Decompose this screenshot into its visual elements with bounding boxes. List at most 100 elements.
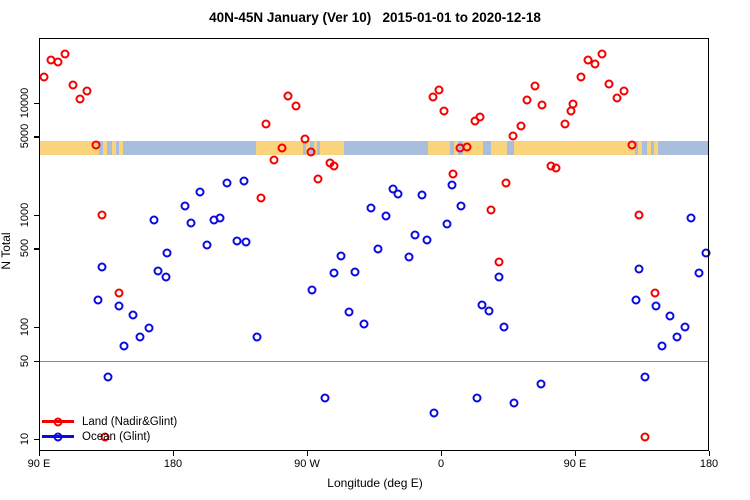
y-tick-label: 100 — [19, 317, 31, 336]
data-point-ocean — [536, 379, 546, 389]
data-point-land — [97, 210, 107, 220]
data-point-ocean — [447, 180, 457, 190]
data-point-land — [612, 93, 622, 103]
data-point-ocean — [128, 310, 138, 320]
data-point-ocean — [694, 268, 704, 278]
ocean-band-segment — [317, 140, 321, 155]
y-tick-label: 10000 — [19, 87, 31, 118]
data-point-land — [277, 143, 287, 153]
ocean-band-segment — [302, 140, 307, 155]
land-band-segment — [513, 140, 635, 155]
land-band-segment — [638, 140, 642, 155]
legend-item-land: Land (Nadir&Glint) — [42, 414, 177, 429]
data-point-land — [462, 142, 472, 152]
data-point-ocean — [373, 244, 383, 254]
data-point-land — [486, 205, 496, 215]
data-point-land — [501, 178, 511, 188]
ocean-band-segment — [449, 140, 454, 155]
y-tick-label: 10 — [19, 432, 31, 446]
data-point-ocean — [359, 319, 369, 328]
ocean-band-segment — [634, 140, 639, 155]
data-point-ocean — [329, 268, 339, 278]
data-point-land — [475, 112, 485, 122]
x-axis-title: Longitude (deg E) — [327, 476, 423, 490]
data-point-ocean — [180, 201, 190, 211]
data-point-ocean — [161, 272, 171, 282]
data-point-land — [627, 140, 637, 150]
data-point-ocean — [162, 248, 172, 257]
data-point-ocean — [149, 215, 159, 225]
ocean-marker-icon — [42, 432, 74, 441]
data-point-ocean — [215, 213, 225, 223]
data-point-land — [75, 94, 85, 104]
chart-title: 40N-45N January (Ver 10) 2015-01-01 to 2… — [209, 10, 541, 25]
land-band-segment — [647, 140, 651, 155]
ocean-band-segment — [642, 140, 648, 155]
ocean-band-segment — [650, 140, 654, 155]
y-tick — [34, 438, 39, 441]
data-point-land — [39, 72, 49, 82]
data-point-land — [560, 119, 570, 129]
ocean-band-segment — [482, 140, 491, 155]
data-point-ocean — [665, 311, 675, 321]
legend-label-ocean: Ocean (Glint) — [82, 430, 151, 443]
land-band-segment — [313, 140, 318, 155]
data-point-ocean — [429, 408, 439, 418]
data-point-ocean — [381, 211, 391, 221]
data-point-land — [114, 288, 124, 298]
data-point-land — [530, 81, 540, 91]
data-point-ocean — [307, 285, 317, 295]
x-tick-label: 90 W — [294, 458, 320, 470]
data-point-ocean — [252, 332, 262, 342]
x-tick — [709, 451, 711, 456]
land-band-segment — [103, 140, 107, 155]
legend: Land (Nadir&Glint) Ocean (Glint) — [42, 414, 177, 444]
reference-line-50 — [39, 360, 709, 363]
land-marker-icon — [42, 417, 74, 426]
data-point-ocean — [484, 306, 494, 316]
data-point-ocean — [651, 301, 661, 311]
land-band-segment — [306, 140, 310, 155]
data-point-land — [269, 155, 279, 165]
data-point-ocean — [135, 332, 145, 342]
data-point-land — [576, 72, 586, 82]
data-point-land — [448, 169, 458, 179]
data-point-ocean — [93, 295, 103, 305]
data-point-ocean — [393, 189, 403, 199]
y-tick — [34, 136, 39, 138]
data-point-ocean — [404, 252, 414, 262]
data-point-ocean — [144, 323, 154, 333]
y-tick-label: 5000 — [19, 124, 31, 149]
data-point-land — [283, 91, 293, 101]
data-point-land — [522, 95, 532, 105]
data-point-ocean — [388, 184, 398, 194]
data-point-land — [100, 432, 110, 442]
data-point-land — [537, 100, 547, 110]
data-point-ocean — [634, 264, 644, 274]
data-point-land — [508, 131, 518, 141]
x-tick-label: 90 E — [563, 458, 587, 470]
data-point-ocean — [350, 267, 360, 277]
x-tick-label: 180 — [163, 458, 183, 470]
data-point-ocean — [672, 332, 682, 342]
data-point-ocean — [494, 272, 504, 282]
x-tick-label: 0 — [437, 458, 445, 470]
data-point-ocean — [680, 322, 690, 332]
data-point-ocean — [477, 300, 487, 310]
data-point-land — [650, 288, 660, 298]
plot-border — [39, 38, 709, 451]
data-point-land — [329, 161, 339, 171]
data-point-ocean — [186, 218, 196, 228]
data-point-land — [306, 147, 316, 157]
data-point-land — [516, 121, 526, 131]
data-point-land — [634, 210, 644, 220]
y-tick — [34, 214, 39, 216]
data-point-land — [604, 79, 614, 89]
data-point-ocean — [366, 203, 376, 213]
data-point-land — [439, 106, 449, 116]
data-point-ocean — [417, 190, 427, 200]
data-point-ocean — [336, 251, 346, 261]
data-point-land — [619, 86, 629, 96]
data-point-land — [60, 49, 70, 59]
data-point-land — [256, 193, 266, 203]
